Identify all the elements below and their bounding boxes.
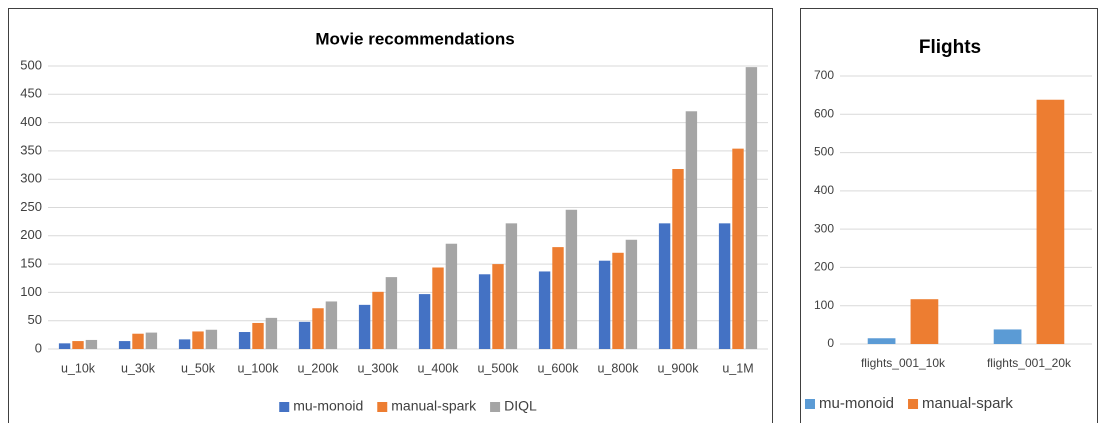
legend-swatch <box>908 399 919 409</box>
x-tick-label: u_200k <box>297 361 339 375</box>
chart-frame <box>8 8 773 423</box>
y-tick-label: 150 <box>20 256 42 271</box>
bar <box>505 223 518 349</box>
y-tick-label: 0 <box>35 340 42 355</box>
bar <box>685 111 698 349</box>
x-tick-label: u_100k <box>237 361 279 375</box>
y-tick-label: 500 <box>814 145 834 159</box>
x-tick-label: u_500k <box>477 361 519 375</box>
bar <box>85 339 98 349</box>
bar <box>732 148 744 349</box>
chart-title: Movie recommendations <box>315 29 514 48</box>
bar <box>58 343 71 349</box>
bar <box>178 339 191 349</box>
y-tick-label: 250 <box>20 199 42 214</box>
x-tick-label: u_600k <box>537 361 579 375</box>
bar <box>385 277 398 349</box>
y-tick-label: 200 <box>20 227 42 242</box>
bar <box>312 308 324 349</box>
y-tick-label: 50 <box>28 312 42 327</box>
bar <box>372 291 384 349</box>
bar <box>910 299 939 344</box>
bar <box>598 260 611 349</box>
legend-label: DIQL <box>504 398 537 414</box>
legend-label: manual-spark <box>922 395 1013 412</box>
y-tick-label: 100 <box>20 284 42 299</box>
bar <box>1036 99 1065 344</box>
y-tick-label: 200 <box>814 260 834 274</box>
bar <box>192 331 204 349</box>
y-tick-label: 0 <box>827 336 834 350</box>
legend-label: mu-monoid <box>819 395 894 412</box>
bar <box>132 333 144 349</box>
y-tick-label: 400 <box>20 114 42 129</box>
y-tick-label: 300 <box>814 221 834 235</box>
bar <box>298 321 311 349</box>
y-tick-label: 300 <box>20 171 42 186</box>
bar <box>418 294 431 349</box>
y-tick-label: 600 <box>814 106 834 120</box>
bar <box>993 329 1022 344</box>
x-tick-label: u_10k <box>61 361 96 375</box>
x-tick-label: u_900k <box>657 361 699 375</box>
x-tick-label: u_1M <box>722 361 753 375</box>
bar <box>867 338 896 344</box>
x-tick-label: u_300k <box>357 361 399 375</box>
bar <box>658 223 671 349</box>
bar <box>252 322 264 349</box>
x-tick-label: u_30k <box>121 361 156 375</box>
bar <box>358 304 371 349</box>
y-tick-label: 500 <box>20 57 42 72</box>
bar <box>552 247 564 349</box>
bar <box>492 264 504 349</box>
legend-label: manual-spark <box>391 398 477 414</box>
bar <box>325 301 338 349</box>
bar <box>265 317 278 349</box>
bar <box>565 209 578 349</box>
bar <box>672 169 684 349</box>
bar <box>445 243 458 349</box>
y-tick-label: 400 <box>814 183 834 197</box>
x-tick-label: flights_001_10k <box>861 356 946 370</box>
y-tick-label: 100 <box>814 298 834 312</box>
bar <box>718 223 731 349</box>
legend-swatch <box>279 402 290 412</box>
legend-swatch <box>377 402 388 412</box>
legend-label: mu-monoid <box>293 398 363 414</box>
bar <box>745 67 758 349</box>
legend-swatch <box>490 402 501 412</box>
bar <box>118 341 131 349</box>
bar <box>432 267 444 349</box>
x-tick-label: u_400k <box>417 361 459 375</box>
legend-swatch <box>805 399 815 409</box>
x-tick-label: u_800k <box>597 361 639 375</box>
bar <box>478 274 491 349</box>
bar <box>612 252 624 349</box>
x-tick-label: flights_001_20k <box>987 356 1072 370</box>
bar <box>72 341 84 349</box>
x-tick-label: u_50k <box>181 361 216 375</box>
y-tick-label: 450 <box>20 86 42 101</box>
bar <box>145 332 158 349</box>
y-tick-label: 350 <box>20 142 42 157</box>
bar <box>238 332 251 349</box>
y-tick-label: 700 <box>814 68 834 82</box>
chart-title: Flights <box>919 37 981 58</box>
bar <box>205 329 218 349</box>
bar <box>538 271 551 349</box>
bar <box>625 239 638 349</box>
